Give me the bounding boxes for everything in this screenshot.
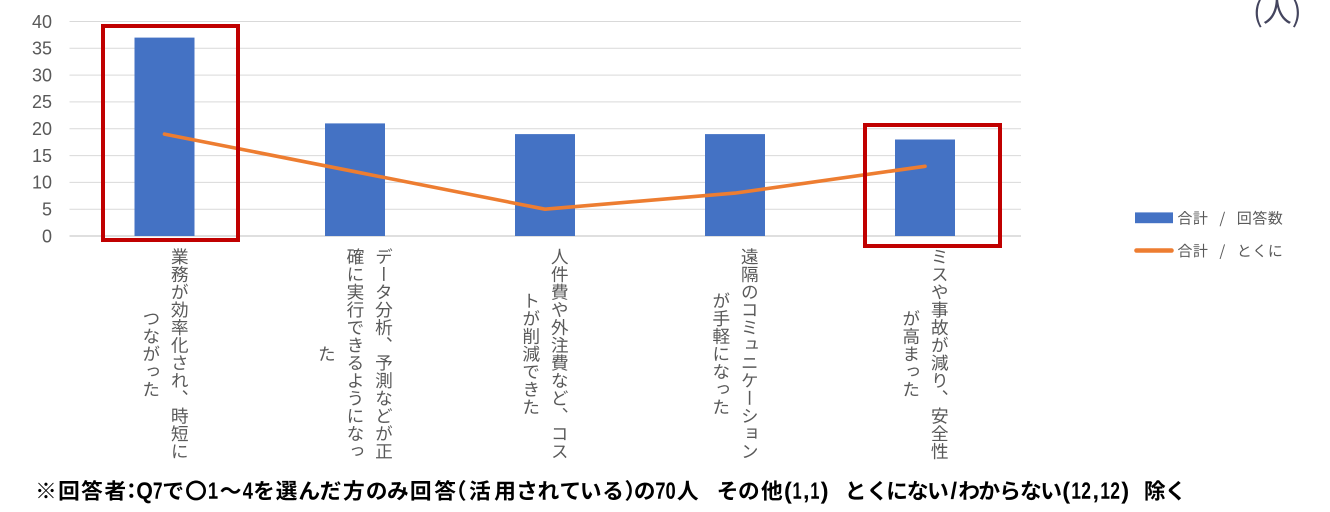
svg-text:10: 10 bbox=[32, 173, 52, 193]
svg-text:0: 0 bbox=[42, 226, 52, 246]
svg-text:35: 35 bbox=[32, 39, 52, 59]
svg-text:25: 25 bbox=[32, 92, 52, 112]
svg-text:5: 5 bbox=[42, 200, 52, 220]
svg-text:40: 40 bbox=[32, 12, 52, 32]
svg-text:15: 15 bbox=[32, 146, 52, 166]
svg-text:30: 30 bbox=[32, 65, 52, 85]
svg-text:20: 20 bbox=[32, 119, 52, 139]
